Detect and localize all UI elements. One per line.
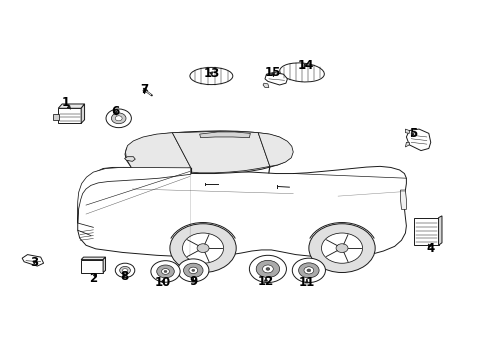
Polygon shape — [53, 114, 59, 120]
Text: 3: 3 — [30, 256, 38, 269]
Circle shape — [335, 244, 347, 252]
Polygon shape — [125, 133, 190, 171]
Circle shape — [115, 263, 135, 278]
Circle shape — [169, 224, 236, 273]
Circle shape — [120, 266, 130, 274]
Polygon shape — [81, 260, 103, 273]
Polygon shape — [263, 83, 268, 87]
Polygon shape — [406, 129, 430, 150]
Polygon shape — [58, 108, 81, 123]
Circle shape — [306, 269, 310, 272]
Polygon shape — [258, 133, 293, 166]
Text: 7: 7 — [140, 83, 148, 96]
Circle shape — [308, 224, 374, 273]
Circle shape — [298, 263, 319, 278]
Circle shape — [321, 233, 362, 263]
Circle shape — [292, 258, 325, 283]
Circle shape — [111, 113, 126, 124]
Polygon shape — [413, 218, 438, 245]
Circle shape — [177, 259, 208, 282]
Circle shape — [157, 265, 174, 278]
Polygon shape — [103, 257, 105, 273]
Polygon shape — [405, 142, 408, 147]
Text: 15: 15 — [264, 66, 281, 79]
Polygon shape — [264, 72, 287, 85]
Circle shape — [262, 265, 273, 273]
Circle shape — [265, 267, 269, 270]
Polygon shape — [405, 129, 408, 134]
Circle shape — [256, 260, 279, 278]
Polygon shape — [400, 190, 406, 210]
Circle shape — [161, 269, 169, 274]
Text: 12: 12 — [257, 275, 273, 288]
Text: 8: 8 — [120, 270, 128, 283]
Text: 6: 6 — [111, 105, 119, 118]
Text: 13: 13 — [203, 67, 219, 80]
Circle shape — [163, 270, 166, 273]
Polygon shape — [81, 257, 105, 260]
Polygon shape — [22, 255, 43, 266]
Polygon shape — [78, 167, 190, 223]
Ellipse shape — [189, 67, 232, 85]
Text: 14: 14 — [297, 59, 313, 72]
Circle shape — [183, 263, 203, 278]
Text: 1: 1 — [61, 96, 69, 109]
Text: 11: 11 — [298, 276, 314, 289]
Circle shape — [151, 261, 180, 282]
Ellipse shape — [279, 63, 324, 82]
Text: 9: 9 — [189, 275, 197, 288]
Circle shape — [249, 255, 286, 283]
Polygon shape — [78, 166, 406, 257]
Text: 2: 2 — [89, 272, 97, 285]
Polygon shape — [438, 216, 441, 245]
Circle shape — [188, 267, 197, 274]
Polygon shape — [124, 157, 135, 161]
Circle shape — [304, 267, 313, 274]
Text: 10: 10 — [154, 276, 170, 289]
Text: 5: 5 — [408, 127, 416, 140]
Polygon shape — [199, 132, 250, 138]
Circle shape — [191, 269, 194, 271]
Polygon shape — [172, 131, 269, 173]
Circle shape — [122, 269, 127, 272]
Text: 4: 4 — [426, 242, 434, 255]
Polygon shape — [123, 131, 292, 174]
Polygon shape — [58, 104, 84, 108]
Polygon shape — [81, 104, 84, 123]
Circle shape — [182, 233, 223, 263]
Circle shape — [197, 244, 208, 252]
Circle shape — [115, 116, 122, 121]
Circle shape — [106, 109, 131, 128]
